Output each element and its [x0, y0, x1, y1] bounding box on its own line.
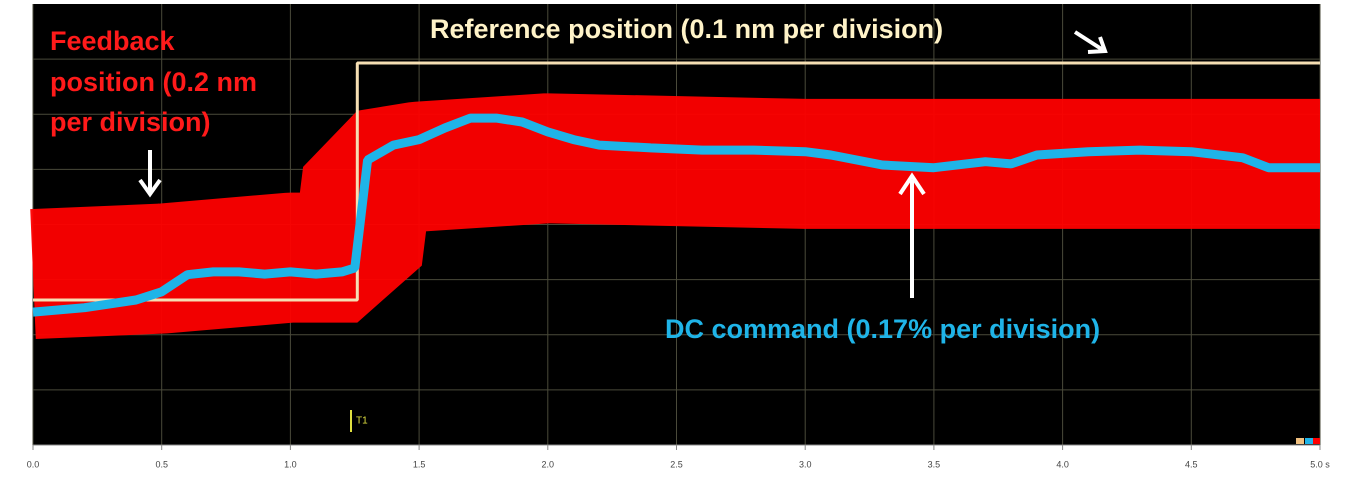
x-tick-label: 5.0 s [1310, 459, 1330, 469]
x-tick-label: 3.5 [928, 459, 941, 469]
series-line [33, 61, 1320, 302]
x-tick-label: 0.5 [155, 459, 168, 469]
x-tick-label: 4.0 [1056, 459, 1069, 469]
arrows [138, 30, 1108, 298]
x-tick-label: 0.0 [27, 459, 40, 469]
annotation: DC command (0.17% per division) [665, 314, 1100, 344]
indicator [1313, 438, 1320, 444]
trigger-marker: T1 [356, 416, 368, 427]
indicator [1296, 438, 1304, 444]
annotation: per division) [50, 107, 211, 137]
x-tick-label: 2.0 [542, 459, 555, 469]
x-tick-label: 3.0 [799, 459, 812, 469]
annotation: Feedback [50, 26, 176, 56]
annotation: Reference position (0.1 nm per division) [430, 14, 943, 44]
x-tick-label: 2.5 [670, 459, 683, 469]
x-tick-label: 4.5 [1185, 459, 1198, 469]
series-line [32, 113, 1320, 317]
x-tick-label: 1.5 [413, 459, 426, 469]
annotation: position (0.2 nm [50, 67, 257, 97]
x-tick-label: 1.0 [284, 459, 297, 469]
indicator [1305, 438, 1313, 444]
